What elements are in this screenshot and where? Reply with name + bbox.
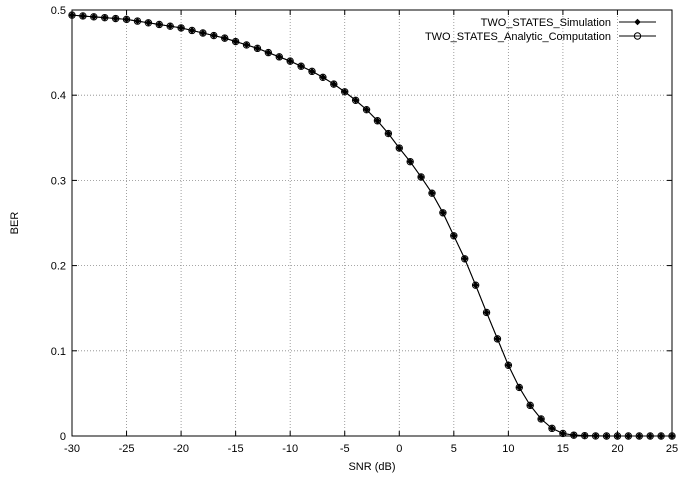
data-point xyxy=(450,232,458,240)
data-point xyxy=(122,15,131,24)
data-point xyxy=(199,29,207,37)
data-point xyxy=(515,383,523,392)
y-tick-label: 0 xyxy=(60,431,66,443)
y-tick-label: 0.3 xyxy=(51,175,66,187)
plot-frame xyxy=(71,9,673,437)
x-tick-label: 10 xyxy=(502,443,514,455)
y-tick-label: 0.1 xyxy=(51,346,66,358)
data-point xyxy=(308,67,316,76)
data-point xyxy=(68,11,76,19)
data-point xyxy=(210,31,218,40)
data-point xyxy=(362,105,371,114)
data-point xyxy=(341,88,349,96)
data-point xyxy=(548,424,556,433)
x-tick-label: -25 xyxy=(119,443,135,455)
data-point xyxy=(570,431,578,439)
x-tick-label: 15 xyxy=(557,443,569,455)
data-point xyxy=(461,255,469,263)
x-tick-label: 25 xyxy=(666,443,678,455)
data-point xyxy=(482,308,491,317)
data-point xyxy=(253,44,262,53)
data-point xyxy=(351,96,360,105)
data-point xyxy=(166,22,174,30)
y-axis-label: BER xyxy=(9,212,21,235)
data-point xyxy=(144,19,153,27)
x-tick-label: 20 xyxy=(611,443,623,455)
legend: TWO_STATES_Simulation TWO_STATES_Analytic… xyxy=(425,17,656,43)
x-axis-label: SNR (dB) xyxy=(348,461,395,473)
data-point xyxy=(264,48,273,57)
y-tick-label: 0.4 xyxy=(51,90,66,102)
y-tick-label: 0.5 xyxy=(51,5,66,17)
series-line xyxy=(71,14,672,437)
data-point xyxy=(602,432,611,440)
data-point xyxy=(471,281,480,289)
legend-marker xyxy=(634,18,641,26)
series-0 xyxy=(68,11,676,440)
data-point xyxy=(624,432,633,440)
x-tick-label: -20 xyxy=(173,443,189,455)
data-point xyxy=(646,432,654,440)
data-point xyxy=(111,14,120,23)
data-point xyxy=(275,53,283,61)
series-1 xyxy=(68,11,676,440)
data-point xyxy=(330,80,338,88)
data-point xyxy=(373,117,382,125)
x-tick-label: -15 xyxy=(228,443,244,455)
data-point xyxy=(417,173,425,181)
legend-entry: TWO_STATES_Simulation xyxy=(481,17,656,29)
data-point xyxy=(504,361,513,369)
data-point xyxy=(384,129,393,138)
x-tick-label: 5 xyxy=(451,443,457,455)
data-point xyxy=(493,335,502,343)
data-point xyxy=(79,12,87,20)
legend-label: TWO_STATES_Analytic_Computation xyxy=(425,31,611,43)
data-point xyxy=(286,57,294,65)
x-tick-label: -10 xyxy=(282,443,298,455)
x-tick-label: -5 xyxy=(340,443,350,455)
data-point xyxy=(231,37,240,46)
legend-label: TWO_STATES_Simulation xyxy=(481,17,611,29)
data-point xyxy=(188,26,196,35)
data-point xyxy=(242,41,251,49)
x-tick-label: 0 xyxy=(396,443,402,455)
legend-marker xyxy=(633,32,642,40)
x-tick-label: -30 xyxy=(64,443,80,455)
data-point xyxy=(537,415,545,423)
data-point xyxy=(90,13,98,21)
data-point xyxy=(133,17,142,25)
data-point xyxy=(591,432,600,440)
data-point xyxy=(439,209,447,217)
y-tick-label: 0.2 xyxy=(51,261,66,273)
data-point xyxy=(177,24,185,32)
axis-ticks: -30 -25 -20 -15 -10 -5 0 5 10 15 20 25 0 0.1 0.2 0.3 0.4… xyxy=(51,5,678,455)
data-point xyxy=(297,62,305,70)
data-point xyxy=(221,34,229,42)
series-line xyxy=(71,14,672,437)
data-point xyxy=(635,432,643,440)
data-point xyxy=(319,73,327,82)
data-point xyxy=(428,189,436,197)
data-point xyxy=(395,144,403,152)
data-point xyxy=(526,401,534,410)
data-point xyxy=(406,157,414,166)
data-point xyxy=(581,431,589,440)
data-point xyxy=(559,429,567,438)
legend-entry: TWO_STATES_Analytic_Computation xyxy=(425,31,656,43)
data-point xyxy=(657,432,665,440)
data-point xyxy=(668,432,676,440)
data-point xyxy=(101,13,109,22)
data-point xyxy=(613,432,622,440)
data-point xyxy=(155,20,163,29)
series-layer xyxy=(68,11,676,440)
grid-lines xyxy=(72,10,672,436)
